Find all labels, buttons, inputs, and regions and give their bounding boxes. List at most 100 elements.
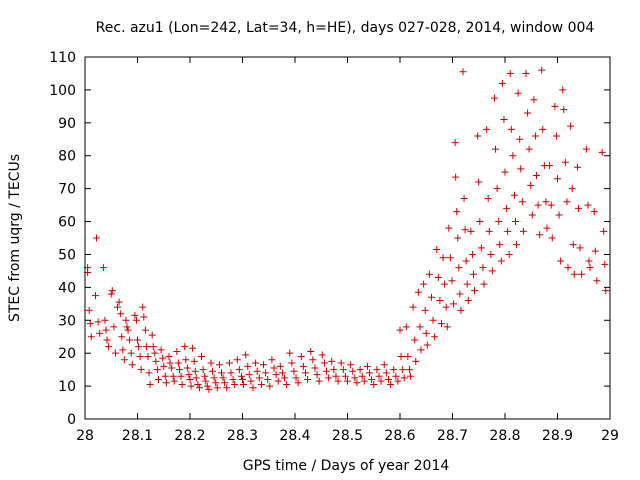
- data-point: [397, 352, 405, 360]
- data-point: [380, 361, 388, 369]
- data-point: [255, 374, 263, 382]
- data-point: [213, 384, 221, 392]
- data-point: [536, 231, 544, 239]
- data-point: [475, 178, 483, 186]
- data-point: [443, 323, 451, 331]
- data-point: [525, 145, 533, 153]
- data-point: [538, 66, 546, 74]
- data-point: [178, 380, 186, 388]
- data-point: [207, 359, 215, 367]
- data-point: [292, 374, 300, 382]
- data-point: [433, 246, 441, 254]
- data-point: [266, 382, 274, 390]
- data-point: [142, 343, 150, 351]
- chart-title: Rec. azu1 (Lon=242, Lat=34, h=HE), days …: [96, 20, 595, 36]
- data-point: [507, 125, 515, 133]
- data-point: [390, 366, 398, 374]
- data-point: [132, 316, 140, 324]
- data-point: [356, 366, 364, 374]
- x-tick-label: 28: [76, 428, 94, 444]
- data-point: [212, 379, 220, 387]
- data-point: [396, 326, 404, 334]
- data-point: [140, 313, 148, 321]
- data-point: [127, 349, 135, 357]
- data-point: [299, 362, 307, 370]
- data-point: [496, 241, 504, 249]
- data-point: [123, 323, 131, 331]
- data-point: [497, 257, 505, 265]
- data-point: [260, 361, 267, 369]
- x-tick-label: 28.1: [122, 428, 153, 444]
- data-point: [309, 356, 317, 364]
- data-point: [318, 351, 326, 359]
- data-point: [205, 385, 213, 393]
- x-tick-label: 28.7: [437, 428, 468, 444]
- data-point: [169, 372, 177, 380]
- data-point: [534, 201, 542, 209]
- data-point: [457, 306, 465, 314]
- x-tick-label: 28.5: [332, 428, 363, 444]
- data-point: [493, 185, 501, 193]
- data-point: [450, 300, 458, 308]
- data-point: [423, 341, 431, 349]
- y-tick-label: 100: [49, 83, 76, 99]
- data-point: [468, 250, 476, 258]
- data-point: [459, 68, 467, 76]
- data-point: [479, 264, 487, 272]
- y-tick-label: 40: [58, 280, 76, 296]
- data-point: [445, 224, 453, 232]
- data-point: [567, 122, 575, 130]
- data-point: [182, 356, 190, 364]
- data-point: [500, 116, 508, 124]
- data-point: [92, 292, 99, 300]
- data-point: [332, 372, 340, 380]
- data-point: [168, 364, 176, 372]
- data-point: [170, 377, 178, 385]
- data-point: [368, 376, 376, 384]
- data-point: [231, 380, 239, 388]
- data-point: [145, 369, 153, 377]
- data-point: [186, 376, 194, 384]
- data-point: [582, 145, 590, 153]
- data-point: [165, 352, 173, 360]
- data-point: [278, 369, 286, 377]
- data-point: [288, 359, 296, 367]
- data-point: [404, 352, 412, 360]
- data-point: [120, 356, 128, 364]
- data-point: [409, 303, 417, 311]
- data-point: [137, 366, 145, 374]
- data-point: [252, 359, 260, 367]
- data-point: [270, 364, 278, 372]
- data-point: [585, 257, 593, 265]
- data-point: [436, 297, 444, 305]
- data-point: [453, 208, 461, 216]
- data-point: [107, 290, 115, 298]
- data-point: [554, 175, 561, 183]
- data-point: [531, 132, 539, 140]
- data-point: [334, 377, 342, 385]
- data-point: [462, 257, 470, 265]
- data-point: [99, 264, 107, 272]
- data-point: [235, 366, 243, 374]
- data-point: [302, 369, 309, 377]
- data-point: [517, 165, 525, 173]
- y-tick-label: 50: [58, 247, 76, 263]
- data-point: [363, 362, 371, 370]
- data-point: [141, 326, 149, 334]
- data-point: [483, 125, 491, 133]
- data-point: [290, 367, 298, 375]
- data-point: [434, 273, 442, 281]
- data-point: [187, 382, 195, 390]
- data-point: [463, 280, 471, 288]
- data-point: [353, 379, 361, 387]
- data-point: [593, 277, 601, 285]
- data-point: [191, 367, 199, 375]
- data-point: [135, 343, 143, 351]
- data-point: [501, 168, 509, 176]
- data-point: [257, 380, 265, 388]
- y-tick-label: 0: [67, 412, 76, 428]
- data-point: [373, 366, 381, 374]
- data-point: [375, 372, 383, 380]
- data-point: [590, 208, 598, 216]
